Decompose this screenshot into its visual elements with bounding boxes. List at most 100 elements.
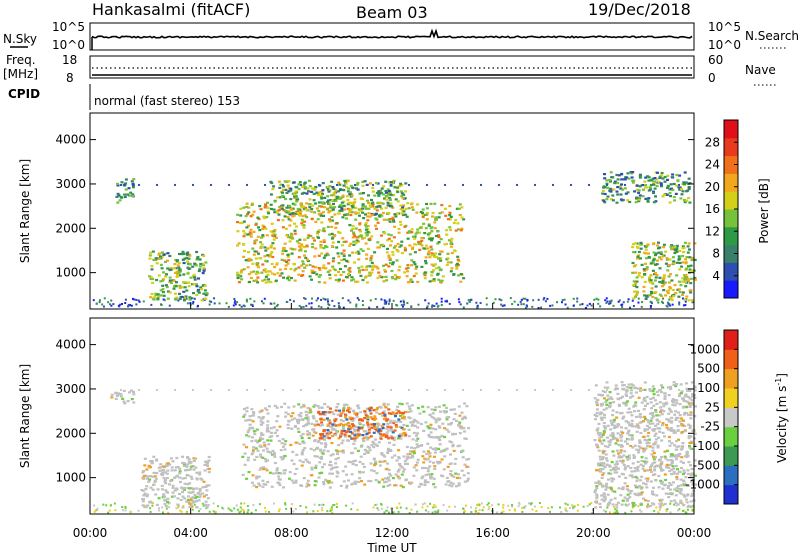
- echo-cell: [181, 258, 185, 261]
- echo-cell: [375, 444, 379, 447]
- echo-cell: [421, 215, 425, 219]
- echo-cell: [679, 448, 683, 451]
- echo-cell: [163, 503, 167, 506]
- echo-cell: [337, 255, 341, 258]
- echo-cell: [323, 442, 327, 445]
- echo-cell: [392, 511, 395, 514]
- echo-cell: [363, 452, 367, 455]
- echo-cell: [433, 252, 437, 255]
- echo-cell: [399, 484, 403, 487]
- echo-cell: [608, 401, 612, 405]
- echo-cell: [601, 394, 605, 397]
- echo-cell: [282, 276, 285, 279]
- echo-cell: [437, 257, 441, 260]
- echo-cell: [688, 389, 692, 392]
- echo-cell: [300, 243, 303, 246]
- echo-cell: [178, 467, 182, 470]
- echo-cell: [354, 464, 358, 467]
- echo-cell: [662, 301, 665, 304]
- echo-cell: [306, 259, 310, 263]
- echo-cell: [595, 487, 599, 490]
- echo-cell: [448, 505, 451, 508]
- echo-cell: [379, 189, 383, 192]
- echo-cell: [654, 254, 657, 257]
- echo-cell: [380, 276, 384, 279]
- echo-cell: [168, 268, 172, 272]
- echo-cell: [119, 395, 123, 398]
- echo-cell: [336, 388, 338, 391]
- echo-cell: [498, 298, 501, 301]
- echo-cell: [681, 291, 685, 294]
- echo-cell: [175, 270, 179, 273]
- echo-cell: [643, 294, 647, 297]
- echo-cell: [454, 229, 458, 232]
- echo-cell: [121, 397, 125, 400]
- echo-cell: [408, 244, 412, 247]
- echo-cell: [258, 468, 262, 471]
- echo-cell: [681, 277, 685, 280]
- echo-cell: [432, 455, 436, 458]
- echo-cell: [426, 183, 428, 186]
- echo-cell: [404, 433, 408, 436]
- echo-cell: [433, 202, 437, 205]
- echo-cell: [116, 182, 119, 185]
- echo-cell: [207, 467, 211, 470]
- echo-cell: [398, 425, 402, 428]
- echo-cell: [429, 431, 433, 434]
- echo-cell: [247, 251, 250, 254]
- echo-cell: [299, 412, 303, 415]
- echo-cell: [456, 258, 460, 261]
- echo-cell: [664, 478, 668, 482]
- echo-cell: [520, 298, 523, 301]
- echo-cell: [332, 504, 335, 507]
- echo-cell: [309, 447, 313, 450]
- echo-cell: [677, 411, 681, 414]
- echo-cell: [330, 219, 334, 222]
- echo-cell: [282, 247, 285, 250]
- echo-cell: [388, 198, 392, 201]
- echo-cell: [331, 511, 334, 514]
- echo-cell: [191, 465, 195, 468]
- echo-cell: [608, 404, 612, 407]
- echo-cell: [395, 248, 399, 252]
- echo-cell: [463, 430, 466, 433]
- echo-cell: [240, 270, 243, 273]
- echo-cell: [389, 419, 393, 422]
- echo-cell: [390, 183, 392, 186]
- echo-cell: [150, 459, 154, 463]
- echo-cell: [679, 499, 683, 502]
- echo-cell: [301, 270, 305, 273]
- echo-cell: [434, 428, 438, 431]
- echo-cell: [572, 297, 575, 300]
- echo-cell: [160, 484, 164, 487]
- echo-cell: [316, 230, 320, 233]
- echo-cell: [596, 446, 600, 449]
- echo-cell: [457, 482, 461, 485]
- echo-cell: [678, 261, 682, 265]
- echo-cell: [393, 186, 397, 189]
- echo-cell: [168, 291, 172, 294]
- echo-cell: [236, 230, 240, 233]
- echo-cell: [680, 265, 684, 268]
- echo-cell: [421, 237, 425, 240]
- echo-cell: [275, 469, 279, 472]
- echo-cell: [349, 242, 353, 245]
- echo-cell: [647, 441, 651, 445]
- echo-cell: [431, 511, 434, 514]
- echo-cell: [449, 215, 453, 218]
- echo-cell: [262, 482, 266, 486]
- echo-cell: [629, 392, 633, 395]
- echo-cell: [124, 298, 127, 301]
- echo-cell: [599, 470, 603, 473]
- echo-cell: [655, 418, 659, 421]
- echo-cell: [413, 447, 417, 450]
- echo-cell: [689, 282, 693, 285]
- echo-cell: [437, 511, 440, 514]
- echo-cell: [611, 199, 615, 202]
- echo-cell: [438, 212, 442, 215]
- echo-cell: [437, 437, 441, 440]
- echo-cell: [646, 435, 650, 438]
- echo-cell: [255, 262, 259, 265]
- echo-cell: [387, 468, 391, 472]
- echo-cell: [107, 301, 110, 304]
